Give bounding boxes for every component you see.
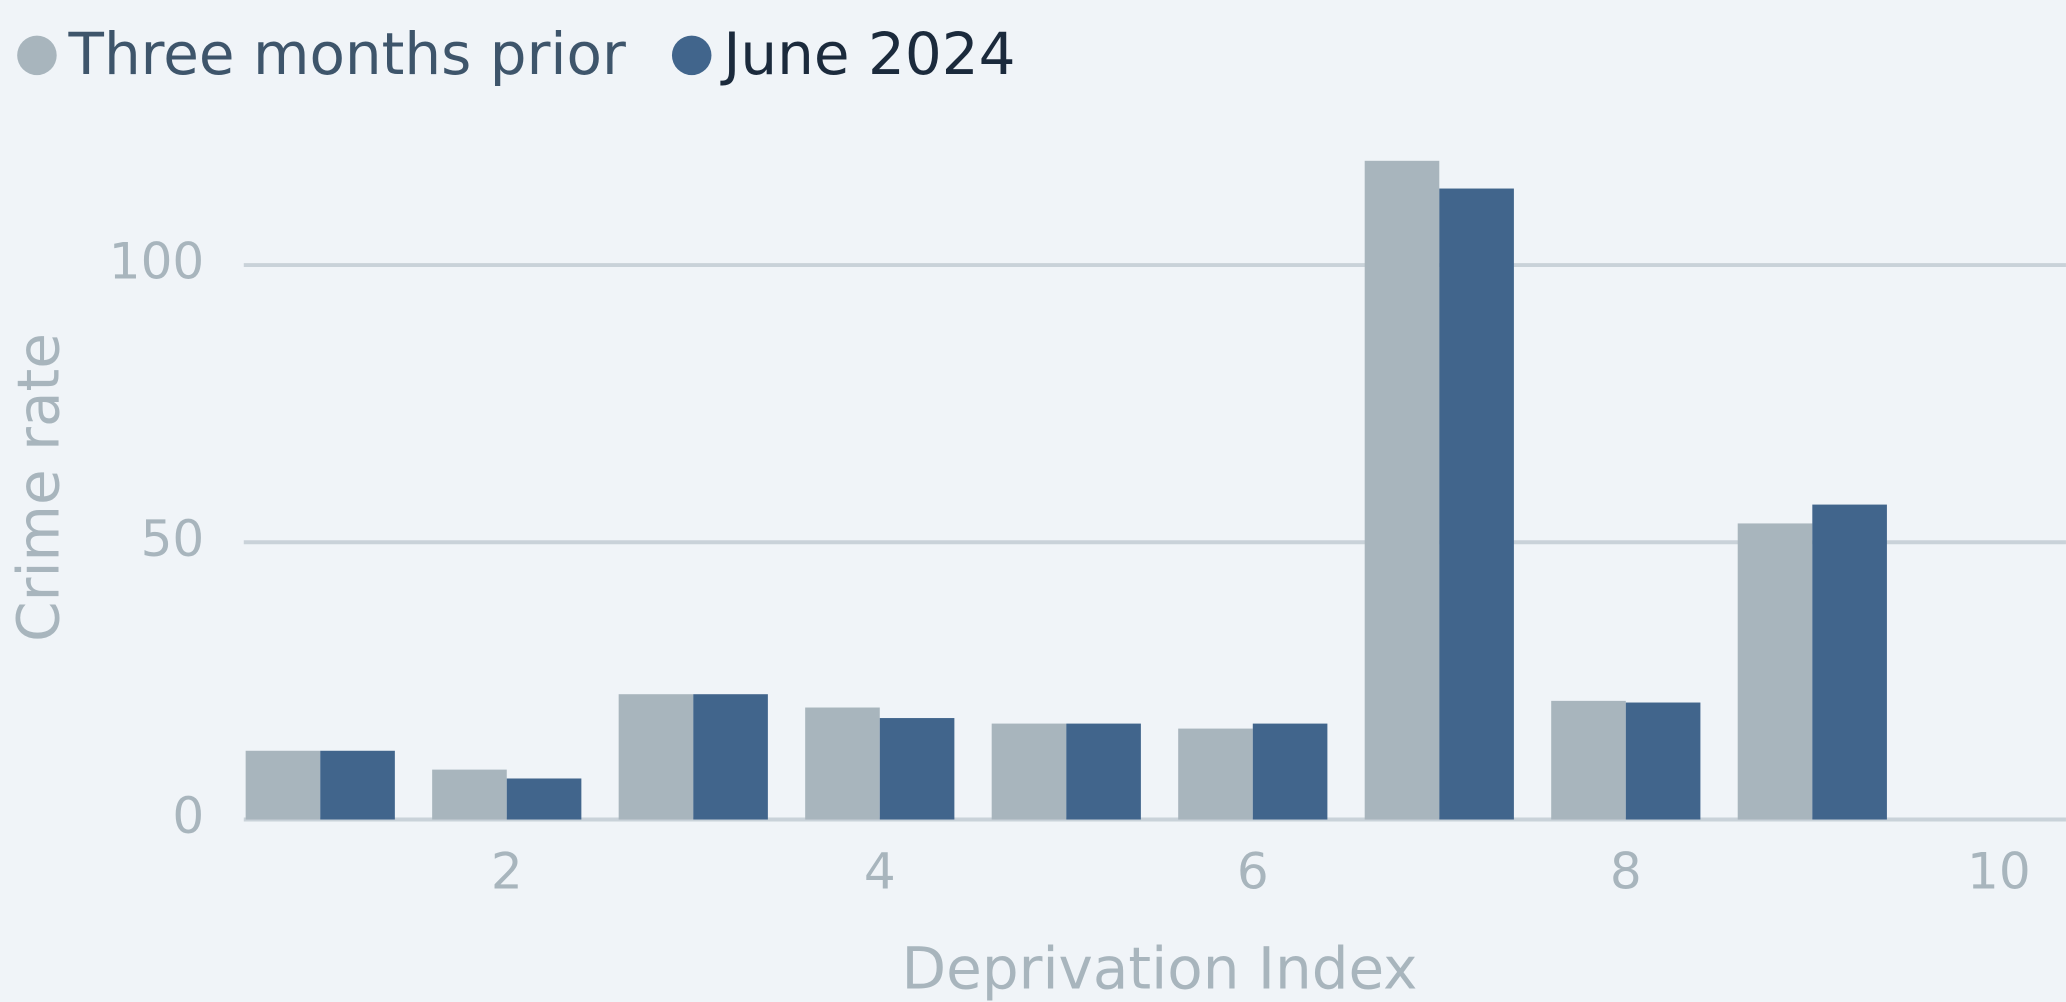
bar (245, 750, 321, 820)
legend-marker (671, 35, 712, 76)
legend-label: Three months prior (68, 20, 626, 88)
y-axis-title: Crime rate (4, 333, 72, 642)
bar (805, 707, 880, 820)
bar (1812, 504, 1887, 820)
bar (693, 694, 768, 820)
bar (1439, 188, 1514, 820)
x-tick-label: 6 (1237, 842, 1269, 900)
legend-label: June 2024 (720, 20, 1015, 88)
bar (1252, 723, 1328, 820)
bar (1364, 160, 1440, 820)
legend-marker (17, 35, 57, 76)
x-tick-label: 2 (491, 842, 523, 900)
bar (1178, 728, 1253, 820)
bar (1066, 723, 1141, 820)
bar (432, 769, 507, 820)
bar (1551, 700, 1626, 820)
x-tick-label: 10 (1967, 842, 2031, 900)
bar (991, 723, 1067, 820)
y-tick-label: 100 (109, 233, 205, 291)
bar (1737, 523, 1813, 820)
bar (506, 778, 582, 820)
x-tick-label: 4 (864, 842, 896, 900)
x-tick-label: 8 (1610, 842, 1642, 900)
bar (320, 750, 395, 820)
bar (618, 694, 694, 820)
y-tick-label: 0 (172, 787, 204, 845)
x-axis-title: Deprivation Index (902, 934, 1418, 1002)
y-tick-label: 50 (141, 510, 205, 568)
bar (879, 718, 955, 820)
bar (1625, 702, 1701, 820)
